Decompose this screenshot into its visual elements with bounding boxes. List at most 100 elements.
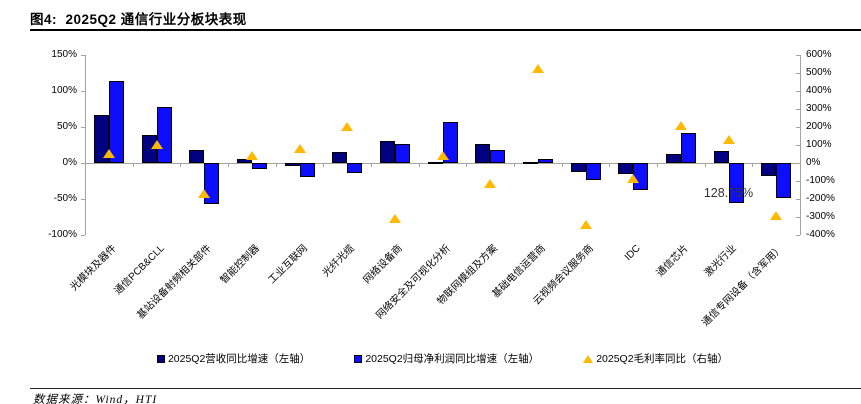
right-axis-tick-label: 200%: [806, 121, 832, 132]
right-axis-tick: [796, 163, 800, 164]
category-tick: [132, 163, 134, 167]
left-axis-tick: [81, 199, 85, 200]
right-axis-tick-label: 500%: [806, 67, 832, 78]
net-profit-bar: [156, 106, 172, 163]
right-axis-tick: [796, 55, 800, 56]
revenue-bar: [522, 162, 538, 164]
revenue-bar: [427, 161, 443, 164]
right-axis-tick: [796, 145, 800, 146]
category-tick: [228, 163, 229, 167]
legend-square-marker: [156, 354, 165, 363]
gross-margin-triangle-marker: [674, 121, 687, 131]
legend-label: 2025Q2营收同比增速（左轴）: [167, 353, 311, 365]
right-axis-tick: [796, 73, 800, 74]
revenue-bar: [284, 163, 300, 166]
left-axis-line: [85, 55, 86, 235]
legend-label: 2025Q2归母净利润同比增速（左轴）: [365, 353, 540, 365]
category-tick: [609, 163, 611, 167]
right-axis-tick: [796, 199, 800, 200]
net-profit-bar: [680, 132, 696, 163]
zero-axis-line: [85, 163, 800, 164]
legend-item: 2025Q2归母净利润同比增速（左轴）: [354, 351, 539, 366]
right-axis-tick-label: -400%: [806, 229, 835, 240]
category-tick: [466, 163, 468, 167]
right-axis-tick: [796, 109, 800, 110]
right-axis-tick-label: 100%: [806, 139, 832, 150]
revenue-bar: [475, 143, 491, 163]
legend-item: 2025Q2营收同比增速（左轴）: [156, 351, 311, 366]
category-tick: [752, 163, 754, 167]
legend-triangle-marker: [583, 354, 594, 363]
left-axis-tick-label: -50%: [53, 193, 77, 204]
right-axis-tick-label: -200%: [806, 193, 835, 204]
legend: 2025Q2营收同比增速（左轴） 2025Q2归母净利润同比增速（左轴） 2025Q…: [85, 351, 800, 366]
left-axis-tick: [81, 55, 85, 56]
gross-margin-triangle-marker: [484, 178, 497, 188]
category-label: 光模块及器件: [68, 243, 119, 294]
revenue-bar: [189, 150, 205, 163]
gross-margin-triangle-marker: [198, 188, 211, 198]
revenue-bar: [761, 163, 777, 176]
right-axis-tick-label: -100%: [806, 175, 835, 186]
gross-margin-triangle-marker: [627, 174, 640, 184]
net-profit-bar: [108, 80, 124, 163]
net-profit-bar: [394, 143, 410, 163]
revenue-bar: [665, 154, 681, 163]
legend-square-marker: [354, 354, 363, 363]
right-axis-line: [800, 55, 801, 235]
right-axis-tick: [796, 91, 800, 92]
net-profit-bar: [347, 163, 363, 174]
net-profit-bar: [728, 163, 744, 203]
category-tick: [323, 163, 325, 167]
gross-margin-triangle-marker: [770, 211, 783, 221]
right-axis-tick-label: 400%: [806, 85, 832, 96]
net-profit-bar: [251, 163, 267, 169]
gross-margin-triangle-marker: [579, 220, 592, 230]
left-axis-tick-label: 150%: [51, 49, 77, 60]
right-axis-tick: [796, 235, 800, 236]
right-axis-tick: [796, 181, 800, 182]
data-source: 数据来源：Wind，HTI: [33, 394, 158, 404]
left-axis-tick: [81, 91, 85, 92]
category-tick: [418, 163, 420, 167]
net-profit-bar: [490, 150, 506, 163]
data-label-annotation: 128.75%: [703, 186, 754, 200]
left-axis-tick-label: -100%: [48, 229, 77, 240]
left-axis-tick: [81, 235, 85, 236]
gross-margin-triangle-marker: [150, 140, 163, 149]
gross-margin-triangle-marker: [531, 64, 544, 74]
revenue-bar: [713, 151, 729, 163]
gross-margin-triangle-marker: [388, 213, 401, 223]
category-tick: [85, 163, 86, 167]
gross-margin-triangle-marker: [245, 150, 258, 160]
right-axis-tick-label: -300%: [806, 211, 835, 222]
gross-margin-triangle-marker: [102, 149, 115, 158]
right-axis-tick-label: 600%: [806, 49, 832, 60]
right-axis-tick: [796, 127, 800, 128]
revenue-bar: [618, 163, 634, 174]
legend-item: 2025Q2毛利率同比（右轴）: [583, 351, 728, 366]
revenue-bar: [332, 152, 348, 163]
revenue-bar: [570, 163, 586, 172]
left-axis-tick-label: 0%: [62, 157, 77, 168]
category-tick: [275, 163, 277, 167]
footer-divider: [30, 388, 861, 389]
category-tick: [561, 163, 563, 167]
left-axis-tick-label: 100%: [51, 85, 77, 96]
legend-label: 2025Q2毛利率同比（右轴）: [596, 353, 729, 365]
right-axis-tick: [796, 217, 800, 218]
right-axis-tick-label: 0%: [806, 157, 821, 168]
category-tick: [514, 163, 515, 167]
category-tick: [657, 163, 658, 167]
gross-margin-triangle-marker: [293, 143, 306, 153]
left-axis-tick-label: 50%: [56, 121, 77, 132]
left-axis-tick: [81, 163, 85, 164]
net-profit-bar: [537, 159, 553, 163]
net-profit-bar: [585, 163, 601, 181]
gross-margin-triangle-marker: [722, 134, 735, 144]
net-profit-bar: [204, 163, 220, 205]
revenue-bar: [236, 158, 252, 163]
left-axis-tick: [81, 127, 85, 128]
